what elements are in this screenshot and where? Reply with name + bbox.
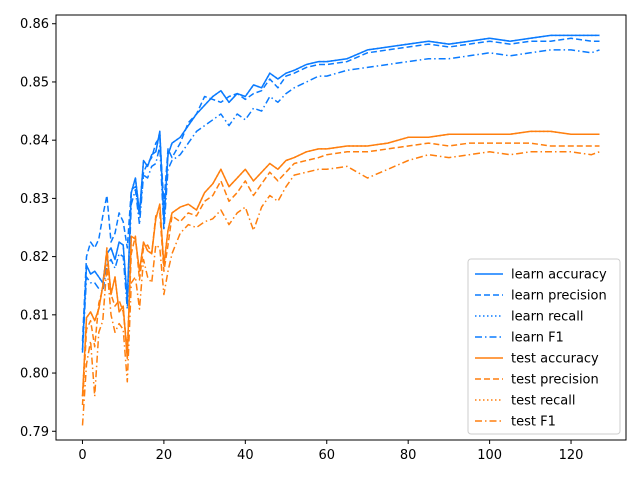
y-tick-label: 0.82 [20,250,49,265]
legend-label: learn accuracy [511,268,607,283]
plot-area [81,34,600,426]
legend-label: test precision [511,373,599,388]
axes-frame [55,14,627,441]
series-line-learn-precision [81,37,600,342]
legend-label: test F1 [511,415,556,430]
legend-label: test recall [511,394,576,409]
series-line-test-recall [81,130,600,397]
x-tick-label: 60 [318,448,335,463]
y-tick-label: 0.83 [20,192,49,207]
legend: learn accuracy learn precision learn recal… [467,258,621,435]
x-axis: 0 20 40 60 80 100 120 [78,440,583,463]
legend-label: learn recall [511,310,583,325]
y-tick-label: 0.80 [20,367,49,382]
series-line-learn-f1 [81,49,600,353]
legend-label: test accuracy [511,352,599,367]
series-line-test-f1 [81,151,600,426]
y-tick-label: 0.84 [20,134,49,149]
x-tick-label: 120 [559,448,584,463]
x-tick-label: 20 [156,448,173,463]
y-tick-label: 0.79 [20,425,49,440]
legend-label: learn precision [511,289,607,304]
x-tick-label: 80 [400,448,417,463]
series-line-learn-recall [81,34,600,350]
x-tick-label: 0 [78,448,86,463]
x-tick-label: 40 [237,448,254,463]
x-tick-label: 100 [477,448,502,463]
y-tick-label: 0.85 [20,75,49,90]
y-tick-label: 0.81 [20,308,49,323]
y-axis: 0.79 0.80 0.81 0.82 0.83 0.84 0.85 0.86 [20,17,56,440]
legend-box [467,258,621,435]
y-tick-label: 0.86 [20,17,49,32]
legend-label: learn F1 [511,331,564,346]
series-line-test-precision [81,142,600,406]
